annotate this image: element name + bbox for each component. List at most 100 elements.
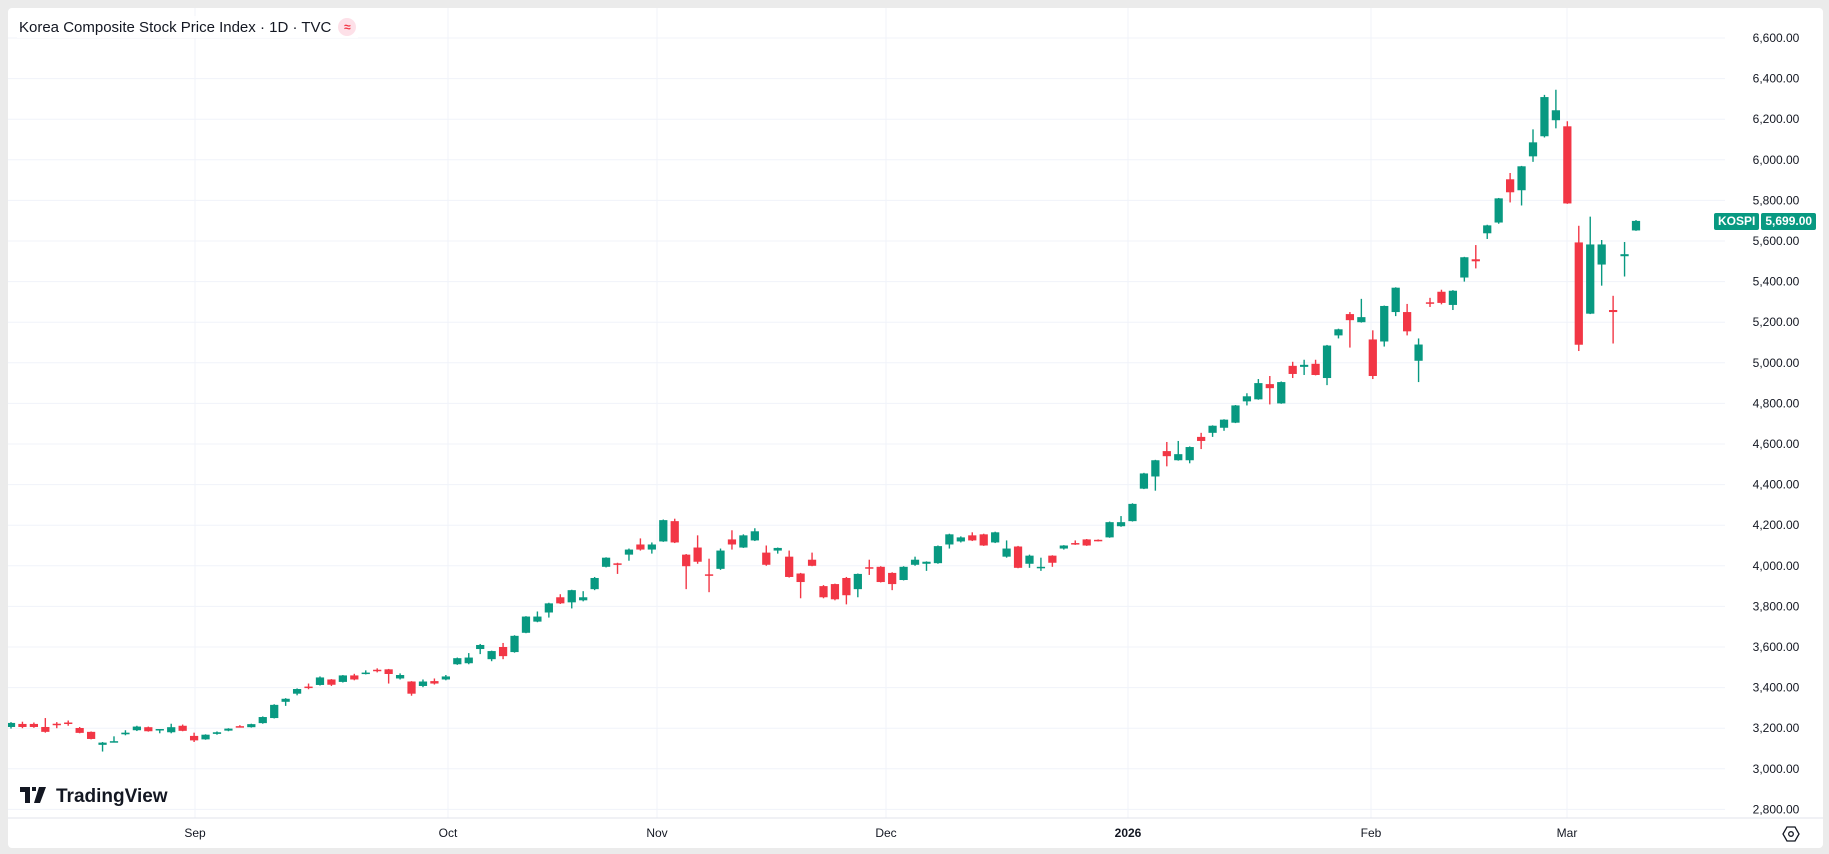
candle[interactable] (1368, 330, 1377, 380)
candle[interactable] (1082, 539, 1091, 546)
candle[interactable] (704, 558, 714, 593)
candle[interactable] (682, 554, 691, 590)
candle[interactable] (258, 716, 267, 724)
candle[interactable] (1071, 540, 1080, 545)
candle[interactable] (1048, 555, 1057, 567)
candle[interactable] (1025, 554, 1034, 568)
candle[interactable] (1094, 539, 1103, 542)
candle[interactable] (270, 704, 279, 719)
candle[interactable] (613, 562, 622, 574)
candle[interactable] (292, 688, 302, 696)
candle[interactable] (315, 676, 325, 686)
candle[interactable] (1254, 379, 1263, 400)
candle[interactable] (1597, 239, 1606, 286)
candle[interactable] (86, 731, 96, 740)
candle[interactable] (1013, 545, 1023, 569)
candle[interactable] (418, 679, 428, 688)
candle[interactable] (636, 538, 645, 551)
candle[interactable] (247, 723, 256, 728)
candle[interactable] (224, 728, 233, 732)
candle[interactable] (739, 534, 748, 548)
approx-data-icon[interactable]: ≈ (338, 18, 357, 36)
candle[interactable] (29, 722, 39, 728)
candle[interactable] (1059, 545, 1068, 550)
candle[interactable] (98, 742, 107, 752)
candle[interactable] (922, 561, 931, 571)
candle[interactable] (521, 616, 531, 634)
candle[interactable] (201, 734, 210, 740)
candle[interactable] (1128, 503, 1137, 522)
candle[interactable] (888, 572, 897, 591)
candle[interactable] (796, 572, 805, 599)
candle[interactable] (1242, 393, 1252, 406)
candle[interactable] (1139, 472, 1149, 490)
candle[interactable] (64, 720, 73, 726)
candle[interactable] (865, 559, 874, 575)
candle[interactable] (1311, 359, 1320, 376)
candle[interactable] (647, 542, 656, 554)
candle[interactable] (853, 573, 862, 598)
candle[interactable] (384, 668, 393, 684)
candle[interactable] (1586, 216, 1595, 315)
candle[interactable] (601, 557, 611, 568)
candle[interactable] (75, 726, 84, 734)
candle[interactable] (132, 725, 141, 732)
candle[interactable] (1631, 220, 1641, 231)
candle[interactable] (1197, 432, 1206, 450)
candle[interactable] (1391, 287, 1400, 317)
candle[interactable] (876, 566, 885, 583)
candle[interactable] (1300, 359, 1309, 375)
candle[interactable] (167, 723, 176, 734)
candle[interactable] (659, 519, 668, 542)
candle[interactable] (441, 675, 450, 681)
candle[interactable] (819, 585, 828, 599)
candle[interactable] (373, 668, 382, 673)
candle[interactable] (1185, 446, 1194, 464)
candle[interactable] (350, 673, 359, 681)
candle[interactable] (304, 683, 313, 690)
candle[interactable] (1460, 256, 1469, 282)
candle[interactable] (281, 698, 290, 706)
candle[interactable] (476, 643, 485, 655)
candle[interactable] (956, 536, 965, 543)
candle[interactable] (670, 518, 679, 544)
candle[interactable] (945, 533, 954, 549)
candle[interactable] (1162, 441, 1171, 467)
candle[interactable] (212, 731, 222, 735)
candle[interactable] (762, 545, 771, 566)
candle[interactable] (773, 547, 782, 554)
candle[interactable] (1494, 197, 1503, 224)
candle[interactable] (807, 552, 817, 567)
candle[interactable] (1483, 224, 1492, 239)
candle[interactable] (487, 650, 496, 662)
candle[interactable] (41, 718, 50, 733)
candle[interactable] (338, 675, 347, 683)
candle[interactable] (693, 535, 702, 564)
candle[interactable] (910, 556, 920, 566)
candle[interactable] (464, 653, 473, 665)
candle[interactable] (1403, 303, 1412, 336)
candle[interactable] (579, 591, 588, 602)
candle[interactable] (1265, 375, 1274, 405)
candle[interactable] (1540, 94, 1549, 138)
candle[interactable] (1036, 557, 1046, 571)
candle[interactable] (1208, 425, 1217, 437)
candle[interactable] (178, 724, 187, 732)
candle[interactable] (407, 681, 416, 696)
candle[interactable] (1322, 344, 1332, 386)
candle[interactable] (590, 576, 599, 591)
candle[interactable] (144, 726, 153, 732)
candle[interactable] (1517, 165, 1526, 206)
candle[interactable] (235, 725, 244, 728)
candle[interactable] (785, 550, 794, 578)
candle[interactable] (510, 635, 519, 653)
candle[interactable] (1219, 419, 1229, 431)
candle[interactable] (1437, 289, 1446, 305)
candle[interactable] (830, 583, 840, 601)
candle[interactable] (1471, 245, 1480, 269)
candle[interactable] (1357, 298, 1366, 323)
candle[interactable] (1620, 242, 1629, 277)
candle[interactable] (533, 611, 542, 623)
candle[interactable] (18, 721, 27, 729)
candle[interactable] (979, 533, 988, 546)
